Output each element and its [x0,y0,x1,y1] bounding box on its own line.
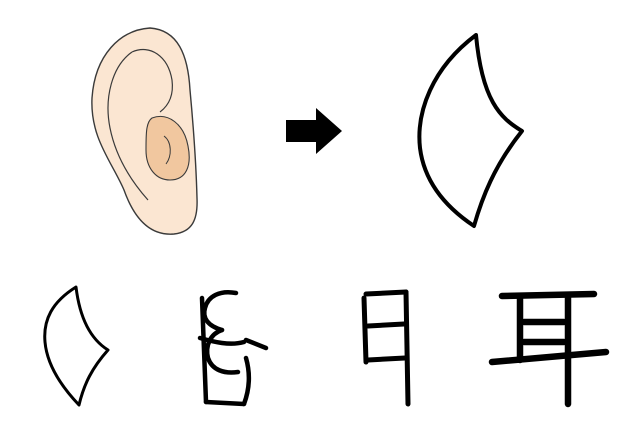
ear-character-stage-2 [197,290,269,407]
ear-tragus-curve [163,135,171,165]
ear-character-stage-3 [361,289,411,407]
ear-concha-shape [145,116,190,181]
ear-pictograph-shape [417,33,524,228]
ear-drawing [91,27,198,235]
ear-helix-curve [107,51,149,201]
ear-outer-shape [91,27,198,235]
ear-character-stage-1 [43,285,110,407]
right-arrow-icon [286,108,342,154]
ear-character-stage-4 [488,290,610,408]
ear-inner-curve [131,48,173,113]
